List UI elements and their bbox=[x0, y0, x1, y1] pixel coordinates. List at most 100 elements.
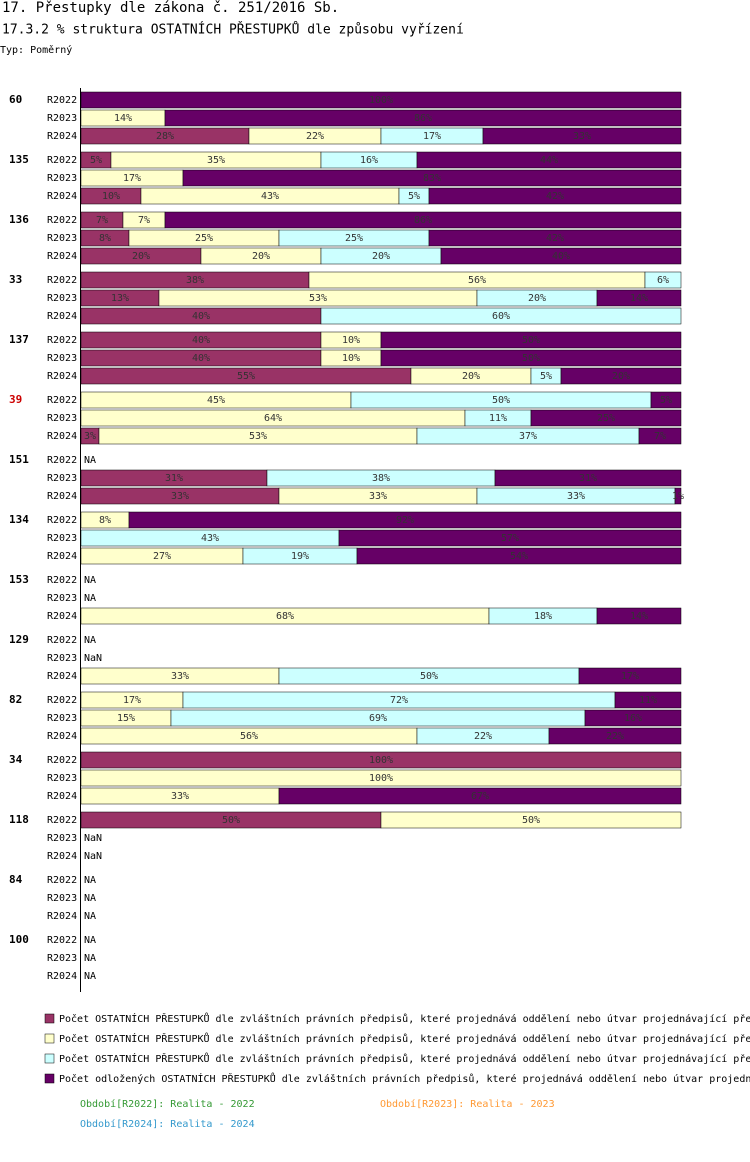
value-label: 14% bbox=[114, 113, 132, 124]
period-label: R2023 bbox=[47, 713, 77, 724]
bar-segment bbox=[674, 487, 682, 505]
missing-note: NA bbox=[84, 911, 96, 922]
group-label: 129 bbox=[9, 633, 29, 646]
missing-note: NA bbox=[84, 893, 96, 904]
bar-segment bbox=[164, 109, 682, 127]
value-label: 20% bbox=[252, 251, 270, 262]
missing-note: NA bbox=[84, 971, 96, 982]
bar-segment bbox=[164, 211, 682, 229]
value-label: 38% bbox=[372, 473, 390, 484]
period-label: R2022 bbox=[47, 635, 77, 646]
value-label: 14% bbox=[630, 293, 648, 304]
period-label: R2024 bbox=[47, 311, 77, 322]
missing-note: NA bbox=[84, 635, 96, 646]
bar-segment bbox=[380, 331, 682, 349]
value-label: 40% bbox=[192, 311, 210, 322]
value-label: 60% bbox=[492, 311, 510, 322]
period-label: R2023 bbox=[47, 773, 77, 784]
value-label: 31% bbox=[579, 473, 597, 484]
bar-segment bbox=[584, 709, 682, 727]
bar-segment bbox=[578, 667, 682, 685]
value-label: 33% bbox=[369, 491, 387, 502]
group-label: 137 bbox=[9, 333, 29, 346]
legend-label: Počet OSTATNÍCH PŘESTUPKŮ dle zvláštních… bbox=[59, 1052, 750, 1065]
bar-segment bbox=[638, 427, 682, 445]
period-label: R2024 bbox=[47, 791, 77, 802]
bar-segment bbox=[80, 751, 682, 769]
legend-label: Počet OSTATNÍCH PŘESTUPKŮ dle zvláštních… bbox=[59, 1032, 750, 1045]
value-label: 33% bbox=[171, 671, 189, 682]
legend-label: Počet odložených OSTATNÍCH PŘESTUPKŮ dle… bbox=[59, 1072, 750, 1085]
period-label: R2022 bbox=[47, 515, 77, 526]
value-label: 10% bbox=[342, 335, 360, 346]
value-label: 17% bbox=[123, 173, 141, 184]
value-label: 38% bbox=[186, 275, 204, 286]
value-label: 56% bbox=[240, 731, 258, 742]
legend-label: Počet OSTATNÍCH PŘESTUPKŮ dle zvláštních… bbox=[59, 1012, 750, 1025]
period-label: R2022 bbox=[47, 755, 77, 766]
period-label: R2024 bbox=[47, 911, 77, 922]
bar-segment bbox=[644, 271, 682, 289]
value-label: 17% bbox=[423, 131, 441, 142]
value-label: 13% bbox=[111, 293, 129, 304]
bar-segment bbox=[596, 607, 682, 625]
chart-type: Typ: Poměrný bbox=[0, 44, 72, 56]
legend-swatch bbox=[44, 1033, 55, 1044]
bar-segment bbox=[428, 229, 682, 247]
value-label: 43% bbox=[201, 533, 219, 544]
value-label: 43% bbox=[261, 191, 279, 202]
missing-note: NA bbox=[84, 593, 96, 604]
missing-note: NaN bbox=[84, 653, 102, 664]
group-label: 151 bbox=[9, 453, 29, 466]
value-label: 50% bbox=[522, 353, 540, 364]
value-label: 69% bbox=[369, 713, 387, 724]
value-label: 55% bbox=[237, 371, 255, 382]
period-label: R2024 bbox=[47, 971, 77, 982]
bar-segment bbox=[380, 811, 682, 829]
period-label: R2022 bbox=[47, 155, 77, 166]
group-label: 134 bbox=[9, 513, 29, 526]
period-label: R2022 bbox=[47, 695, 77, 706]
period-label: R2023 bbox=[47, 233, 77, 244]
value-label: 53% bbox=[309, 293, 327, 304]
missing-note: NaN bbox=[84, 833, 102, 844]
period-label: R2023 bbox=[47, 593, 77, 604]
period-label: R2024 bbox=[47, 851, 77, 862]
period-legend: Období[R2022]: Realita - 2022 bbox=[80, 1098, 255, 1110]
value-label: 15% bbox=[117, 713, 135, 724]
value-label: 7% bbox=[96, 215, 108, 226]
bar-segment bbox=[320, 307, 682, 325]
value-label: 16% bbox=[360, 155, 378, 166]
value-label: 50% bbox=[522, 815, 540, 826]
value-label: 5% bbox=[540, 371, 552, 382]
value-label: 86% bbox=[414, 215, 432, 226]
bar-segment bbox=[494, 469, 682, 487]
missing-note: NA bbox=[84, 575, 96, 586]
value-label: 17% bbox=[621, 671, 639, 682]
period-label: R2022 bbox=[47, 215, 77, 226]
period-legend: Období[R2023]: Realita - 2023 bbox=[380, 1098, 555, 1110]
value-label: 10% bbox=[342, 353, 360, 364]
bar-segment bbox=[530, 409, 682, 427]
value-label: 3% bbox=[84, 431, 96, 442]
value-label: 33% bbox=[171, 791, 189, 802]
value-label: 25% bbox=[345, 233, 363, 244]
period-label: R2022 bbox=[47, 875, 77, 886]
value-label: 25% bbox=[597, 413, 615, 424]
period-label: R2022 bbox=[47, 335, 77, 346]
group-label: 135 bbox=[9, 153, 29, 166]
value-label: 20% bbox=[372, 251, 390, 262]
period-label: R2024 bbox=[47, 131, 77, 142]
group-label: 60 bbox=[9, 93, 22, 106]
period-label: R2022 bbox=[47, 935, 77, 946]
value-label: 10% bbox=[102, 191, 120, 202]
value-label: 16% bbox=[624, 713, 642, 724]
value-label: 14% bbox=[630, 611, 648, 622]
group-label: 84 bbox=[9, 873, 23, 886]
period-label: R2024 bbox=[47, 191, 77, 202]
value-label: 42% bbox=[546, 233, 564, 244]
period-label: R2023 bbox=[47, 353, 77, 364]
value-label: 8% bbox=[99, 233, 111, 244]
period-label: R2024 bbox=[47, 551, 77, 562]
